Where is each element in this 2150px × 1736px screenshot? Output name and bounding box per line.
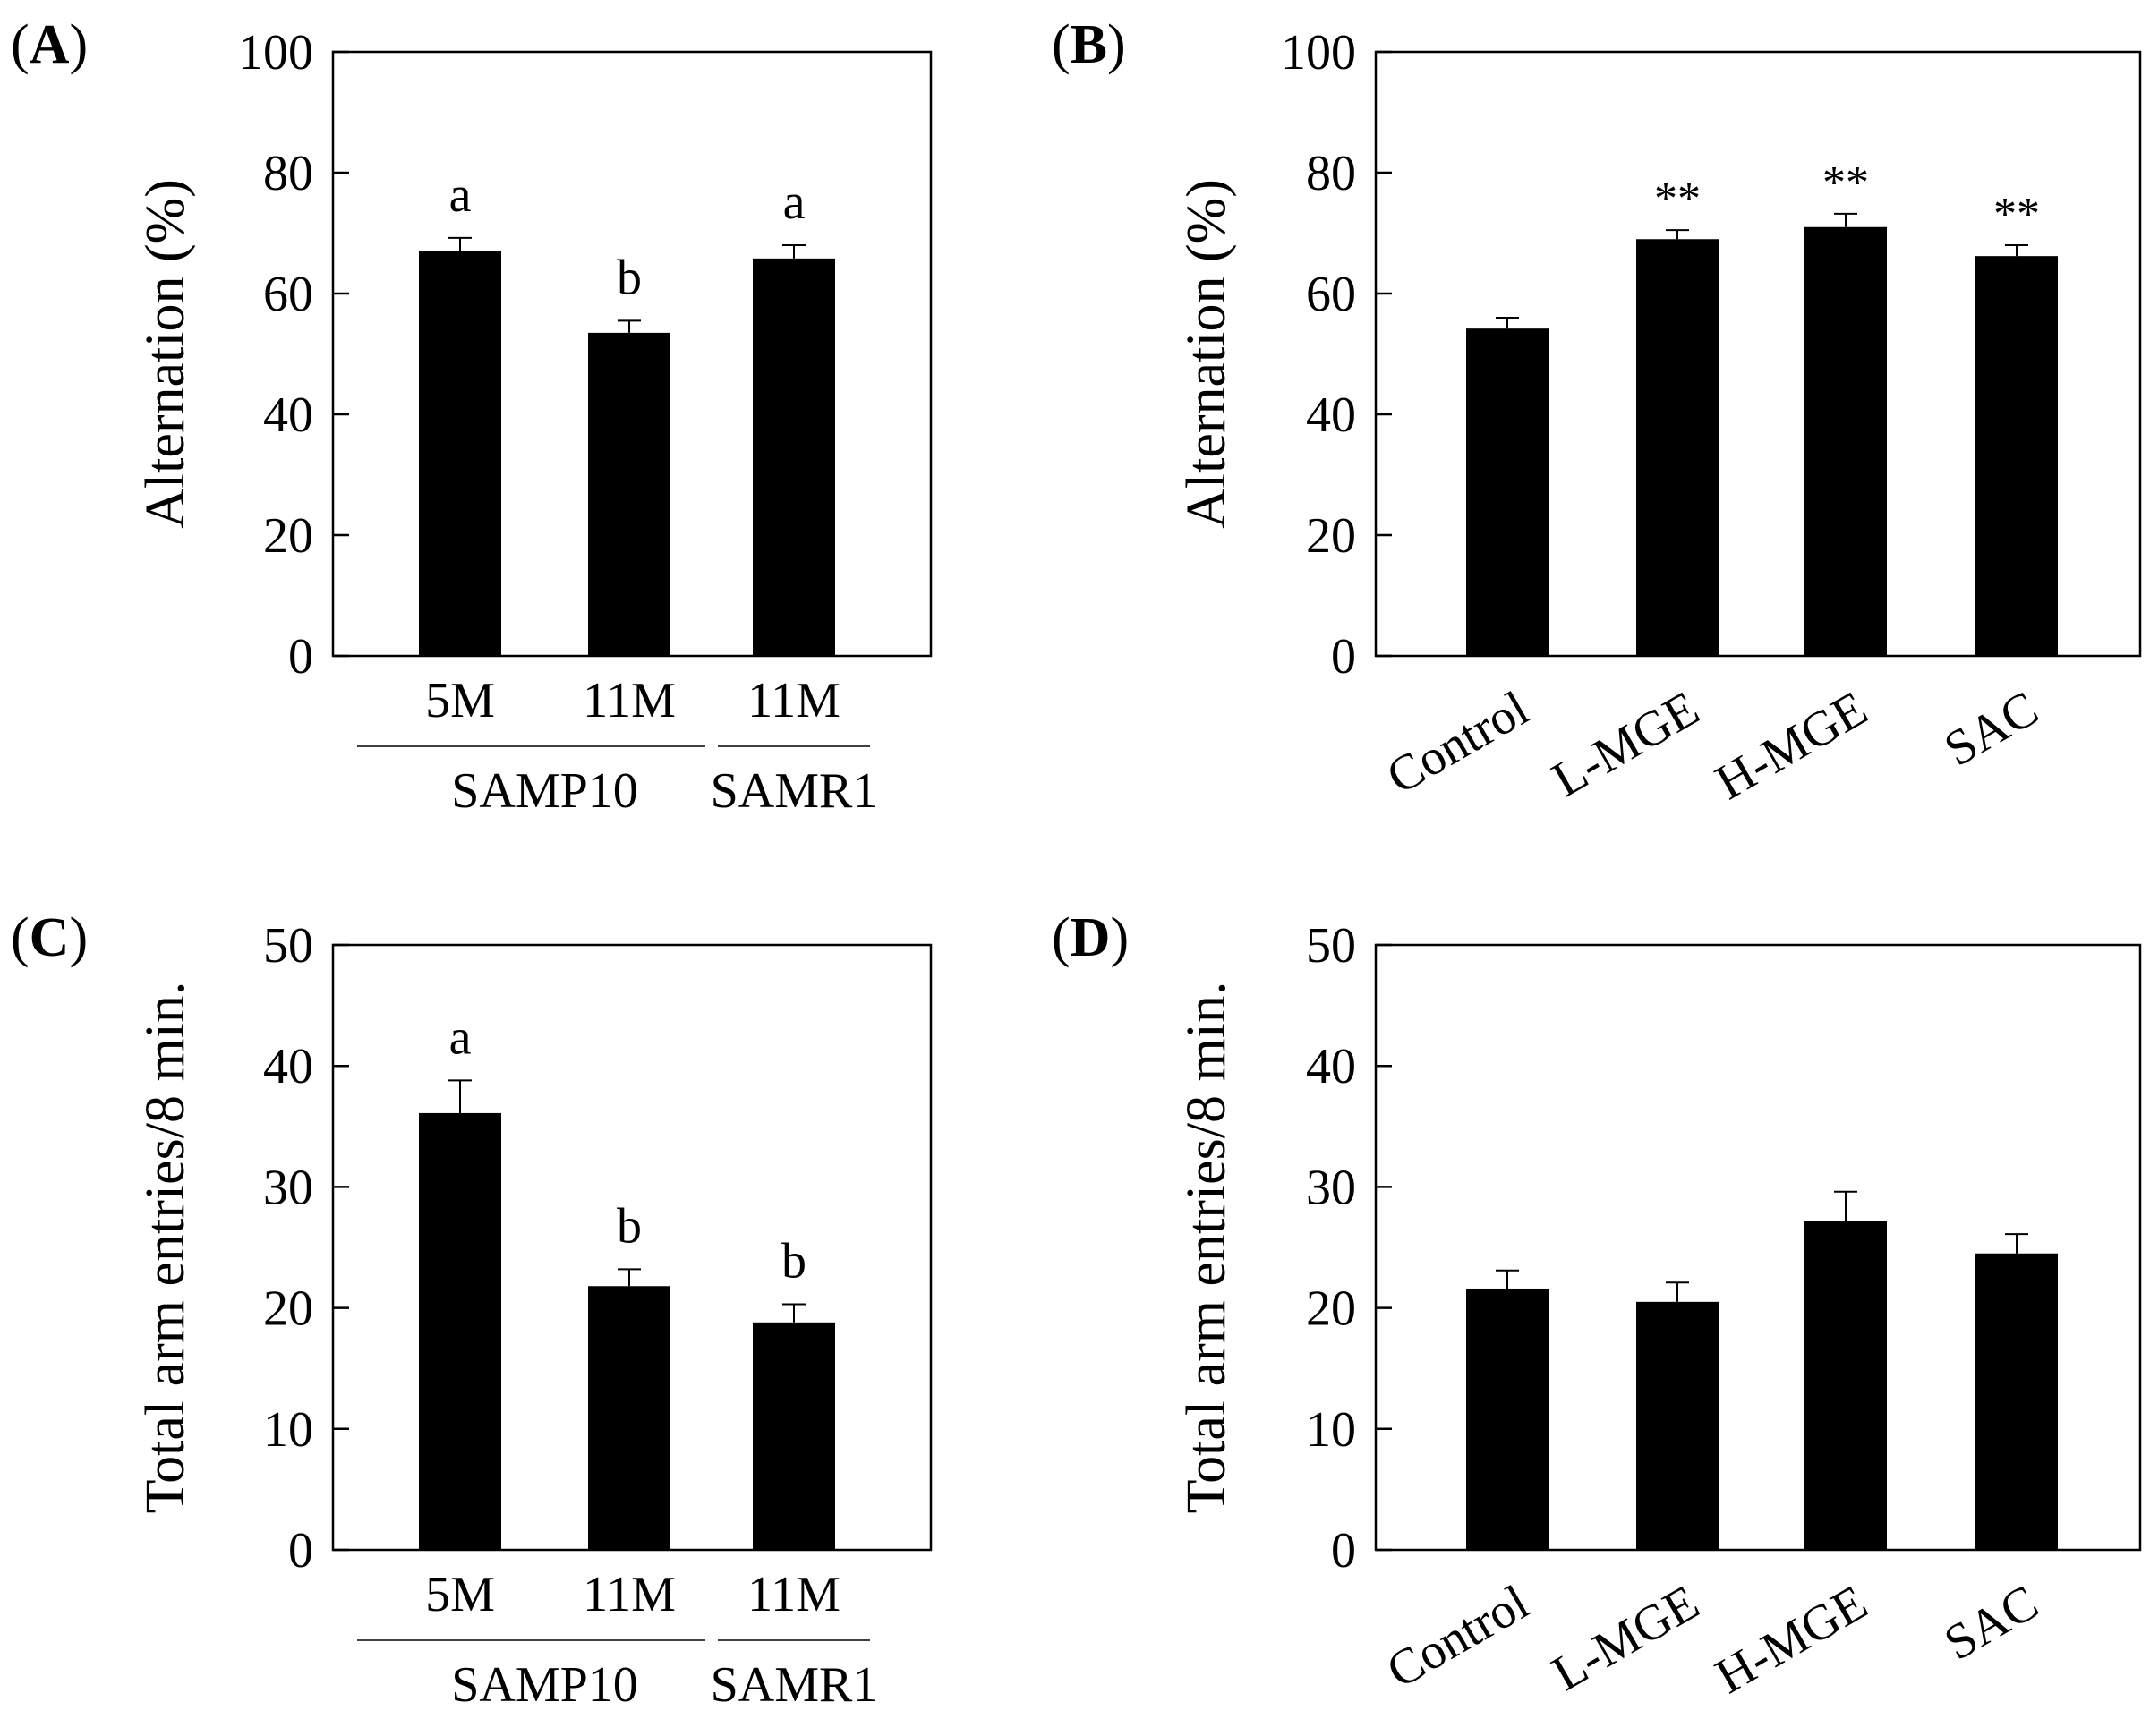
- significance-annotation: a: [783, 174, 806, 230]
- y-axis-label: Alternation (%): [1176, 179, 1237, 529]
- bar: [1975, 256, 2058, 656]
- significance-annotation: a: [449, 1009, 472, 1065]
- plot-frame: [1374, 50, 2142, 658]
- significance-annotation: **: [1654, 174, 1701, 225]
- significance-annotation: **: [1993, 189, 2040, 240]
- bar: [1636, 1301, 1719, 1550]
- x-category-label: Control: [1378, 681, 1538, 805]
- y-tick-label: 20: [1306, 508, 1356, 564]
- bar: [1636, 239, 1719, 656]
- x-category-label: SAC: [1935, 1575, 2047, 1672]
- y-tick-label: 0: [288, 629, 313, 685]
- y-tick-label: 60: [1306, 267, 1356, 322]
- group-label: SAMR1: [711, 763, 878, 819]
- significance-annotation: b: [617, 1198, 642, 1254]
- y-tick-label: 30: [1306, 1160, 1356, 1215]
- panel-label: (D): [1052, 907, 1129, 968]
- x-category-label: 11M: [583, 673, 676, 728]
- panel-c: (C) 0 10 20 30 40 50 Total arm entries/8 min. a 5…: [11, 907, 933, 1713]
- y-tick-label: 50: [1306, 918, 1356, 974]
- y-axis-label: Alternation (%): [135, 179, 196, 529]
- bar: [753, 258, 835, 656]
- y-tick-label: 20: [263, 1281, 313, 1337]
- y-tick-label: 10: [1306, 1402, 1356, 1458]
- y-tick-label: 20: [263, 508, 313, 564]
- significance-annotation: **: [1822, 157, 1869, 208]
- y-tick-label: 80: [1306, 146, 1356, 201]
- x-category-label: 11M: [747, 673, 840, 728]
- bar: [1804, 226, 1887, 656]
- y-tick-label: 0: [288, 1523, 313, 1579]
- x-category-label: H-MGE: [1707, 1575, 1877, 1705]
- y-tick-label: 80: [263, 146, 313, 201]
- group-label: SAMP10: [451, 763, 638, 819]
- bar: [419, 251, 501, 656]
- x-category-label: Control: [1378, 1575, 1538, 1699]
- x-category-label: 5M: [425, 1567, 495, 1622]
- y-tick-label: 20: [1306, 1281, 1356, 1337]
- bar: [1975, 1253, 2058, 1550]
- y-tick-label: 100: [1281, 25, 1356, 81]
- plot-frame: [1374, 943, 2142, 1552]
- bar: [1466, 1288, 1549, 1550]
- y-tick-label: 10: [263, 1402, 313, 1458]
- y-tick-label: 0: [1331, 629, 1356, 685]
- x-category-label: L-MGE: [1543, 681, 1709, 808]
- significance-annotation: b: [781, 1234, 806, 1289]
- y-axis-label: Total arm entries/8 min.: [1176, 982, 1237, 1514]
- x-category-label: 11M: [583, 1567, 676, 1622]
- bar: [1466, 328, 1549, 656]
- y-tick-label: 50: [263, 918, 313, 974]
- y-axis-label: Total arm entries/8 min.: [135, 982, 196, 1514]
- panel-label: (A): [11, 14, 88, 75]
- bar: [753, 1322, 835, 1550]
- y-tick-label: 30: [263, 1160, 313, 1215]
- x-category-label: 11M: [747, 1567, 840, 1622]
- x-category-label: L-MGE: [1543, 1575, 1709, 1702]
- panel-b: (B) 0 20 40 60 80 100 Alternation (%) Control ** L…: [1052, 14, 2142, 811]
- y-tick-label: 40: [263, 387, 313, 443]
- bar: [419, 1112, 501, 1550]
- x-category-label: 5M: [425, 673, 495, 728]
- group-label: SAMP10: [451, 1657, 638, 1713]
- y-tick-label: 40: [263, 1039, 313, 1094]
- group-label: SAMR1: [711, 1657, 878, 1713]
- y-tick-label: 40: [1306, 1039, 1356, 1094]
- bar: [1804, 1221, 1887, 1550]
- y-tick-label: 100: [238, 25, 313, 81]
- significance-annotation: b: [617, 250, 642, 305]
- y-tick-label: 60: [263, 267, 313, 322]
- panel-d: (D) 0 10 20 30 40 50 Total arm entries/8 min. Co…: [1052, 907, 2142, 1705]
- panel-label: (B): [1052, 14, 1126, 75]
- significance-annotation: a: [449, 167, 472, 223]
- x-category-label: SAC: [1935, 681, 2047, 778]
- panel-a: (A) 0 20 40 60 80 100 Alternation (%) a 5M b 11M a 11…: [11, 14, 933, 819]
- bar: [588, 1286, 670, 1550]
- x-category-label: H-MGE: [1707, 681, 1877, 811]
- panel-label: (C): [11, 907, 88, 968]
- y-tick-label: 0: [1331, 1523, 1356, 1579]
- y-tick-label: 40: [1306, 387, 1356, 443]
- bar: [588, 332, 670, 656]
